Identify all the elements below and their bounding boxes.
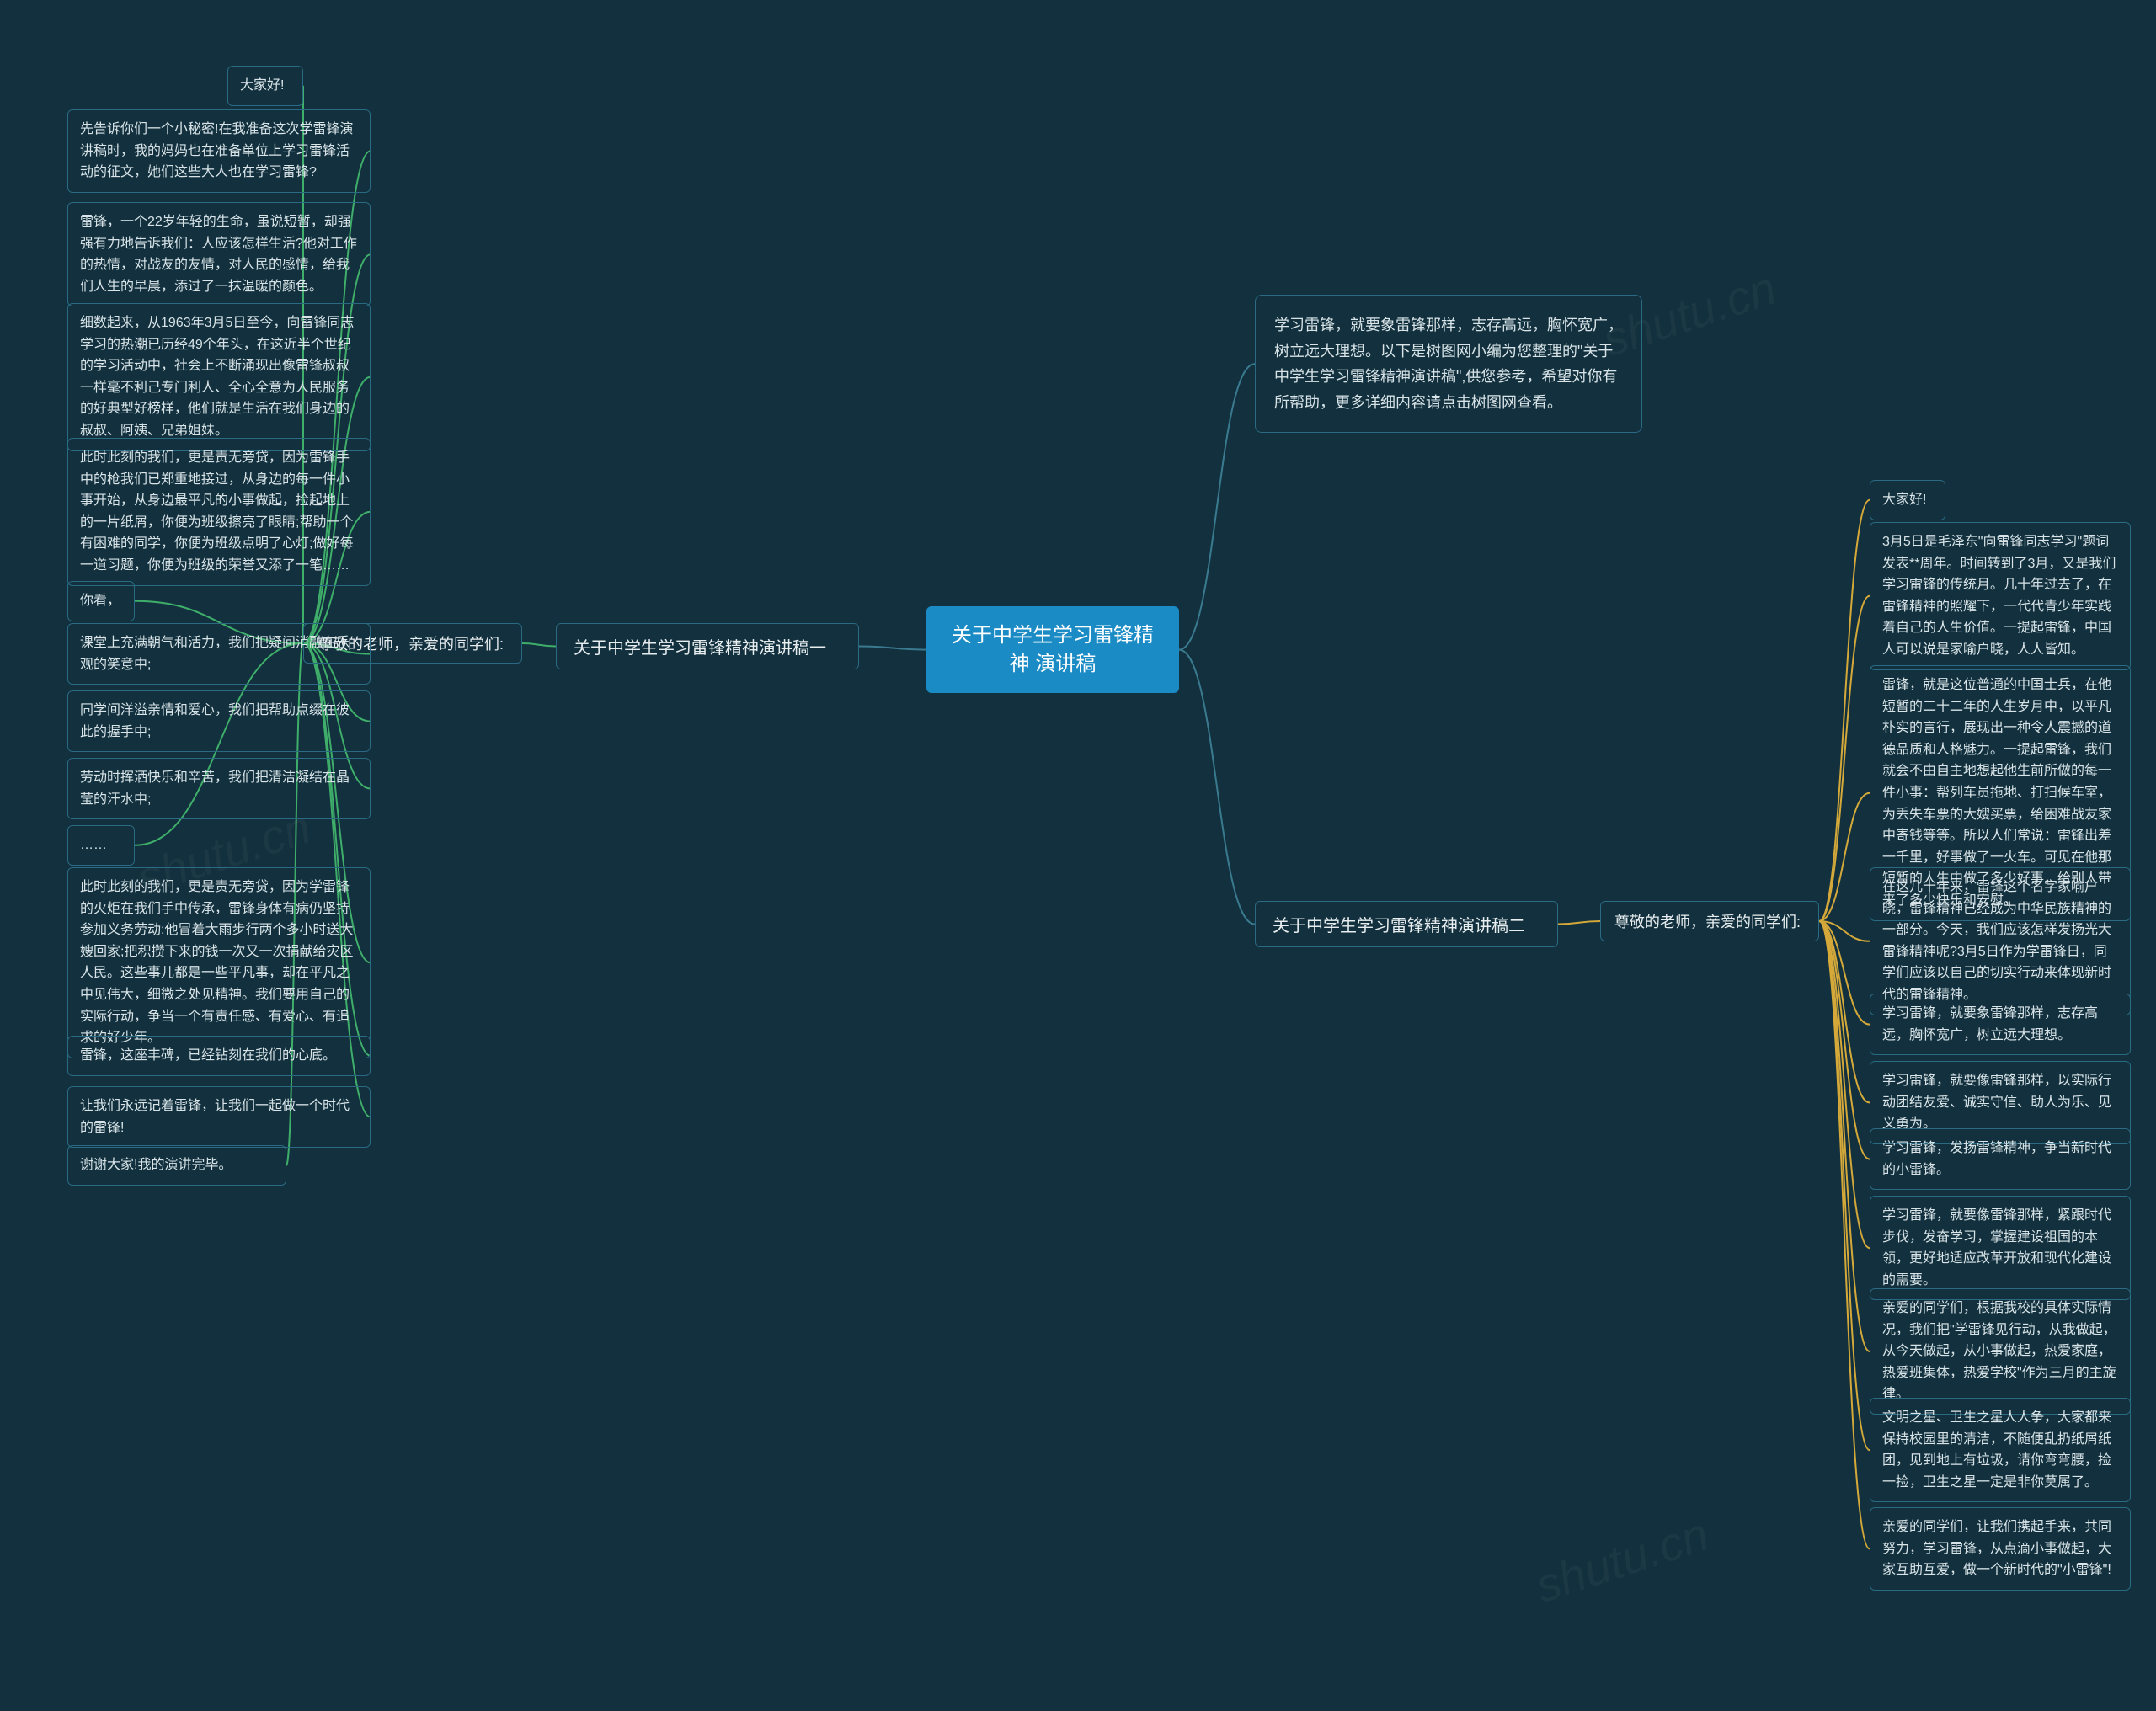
- branch1-leaf-5: 你看，: [67, 581, 135, 621]
- branch1-leaf-0: 大家好!: [227, 66, 303, 106]
- root-node[interactable]: 关于中学生学习雷锋精神 演讲稿: [926, 606, 1179, 693]
- branch1-leaf-12: 让我们永远记着雷锋，让我们一起做一个时代的雷锋!: [67, 1086, 371, 1148]
- branch2-leaf-8: 亲爱的同学们，根据我校的具体实际情况，我们把"学雷锋见行动，从我做起，从今天做起…: [1870, 1288, 2131, 1415]
- branch1-leaf-1: 先告诉你们一个小秘密!在我准备这次学雷锋演讲稿时，我的妈妈也在准备单位上学习雷锋…: [67, 109, 371, 193]
- intro-node: 学习雷锋，就要象雷锋那样，志存高远，胸怀宽广，树立远大理想。以下是树图网小编为您…: [1255, 295, 1642, 433]
- branch1-leaf-2: 雷锋，一个22岁年轻的生命，虽说短暂，却强强有力地告诉我们：人应该怎样生活?他对…: [67, 202, 371, 306]
- branch2-leaf-9: 文明之星、卫生之星人人争，大家都来保持校园里的清洁，不随便乱扔纸屑纸团，见到地上…: [1870, 1398, 2131, 1502]
- branch1-leaf-4: 此时此刻的我们，更是责无旁贷，因为雷锋手中的枪我们已郑重地接过，从身边的每一件小…: [67, 438, 371, 586]
- branch1-leaf-10: 此时此刻的我们，更是责无旁贷，因为学雷锋的火炬在我们手中传承，雷锋身体有病仍坚持…: [67, 867, 371, 1058]
- watermark-3: shutu.cn: [1529, 1506, 1715, 1613]
- branch1-leaf-13: 谢谢大家!我的演讲完毕。: [67, 1145, 286, 1186]
- branch2-node[interactable]: 关于中学生学习雷锋精神演讲稿二: [1255, 901, 1558, 947]
- branch2-leaf-0: 大家好!: [1870, 480, 1945, 520]
- branch2-leaf-1: 3月5日是毛泽东"向雷锋同志学习"题词发表**周年。时间转到了3月，又是我们学习…: [1870, 522, 2131, 670]
- branch2-leaf-7: 学习雷锋，就要像雷锋那样，紧跟时代步伐，发奋学习，掌握建设祖国的本领，更好地适应…: [1870, 1196, 2131, 1300]
- branch1-leaf-8: 劳动时挥洒快乐和辛苦，我们把清洁凝结在晶莹的汗水中;: [67, 758, 371, 819]
- branch1-leaf-11: 雷锋，这座丰碑，已经钻刻在我们的心底。: [67, 1036, 371, 1076]
- branch2-leaf-10: 亲爱的同学们，让我们携起手来，共同努力，学习雷锋，从点滴小事做起，大家互助互爱，…: [1870, 1507, 2131, 1591]
- branch1-leaf-6: 课堂上充满朝气和活力，我们把疑问消融在乐观的笑意中;: [67, 623, 371, 685]
- branch1-leaf-7: 同学间洋溢亲情和爱心，我们把帮助点缀在彼此的握手中;: [67, 690, 371, 752]
- branch2-leaf-6: 学习雷锋，发扬雷锋精神，争当新时代的小雷锋。: [1870, 1128, 2131, 1190]
- branch1-leaf-3: 细数起来，从1963年3月5日至今，向雷锋同志学习的热潮已历经49个年头，在这近…: [67, 303, 371, 451]
- branch2-leaf-4: 学习雷锋，就要象雷锋那样，志存高远，胸怀宽广，树立远大理想。: [1870, 994, 2131, 1055]
- branch1-leaf-9: ……: [67, 825, 135, 866]
- branch1-node[interactable]: 关于中学生学习雷锋精神演讲稿一: [556, 623, 859, 669]
- branch2-sub-node[interactable]: 尊敬的老师，亲爱的同学们:: [1600, 901, 1819, 941]
